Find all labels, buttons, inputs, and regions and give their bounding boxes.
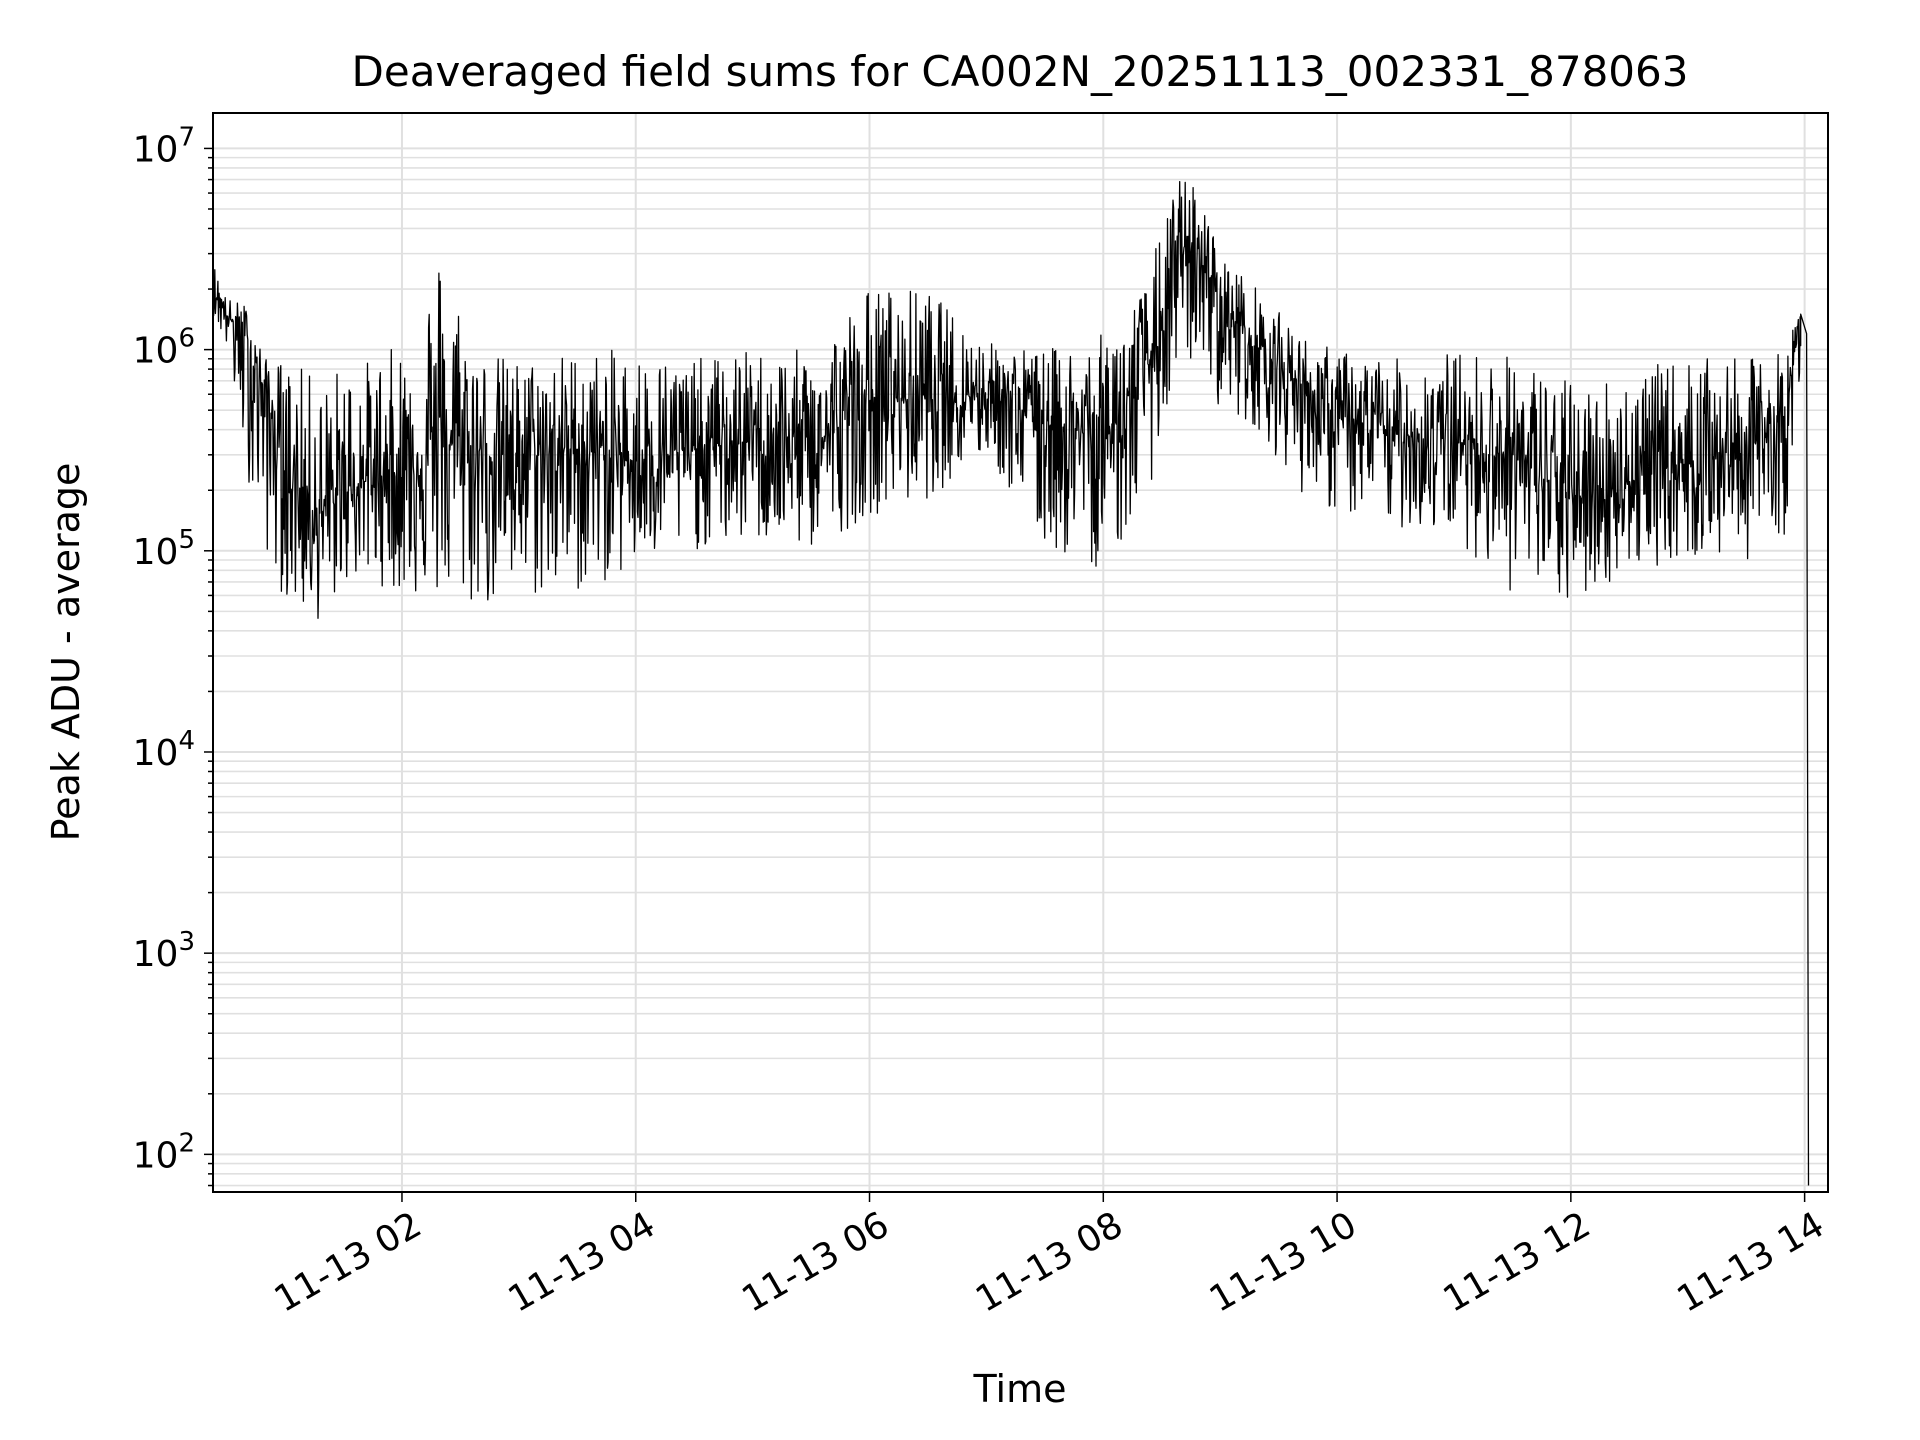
- y-tick-label: 106: [133, 324, 195, 372]
- chart-title: Deaveraged field sums for CA002N_2025111…: [352, 47, 1689, 96]
- y-tick-label: 103: [133, 927, 195, 975]
- y-tick-label: 107: [133, 122, 195, 170]
- x-axis-label: Time: [973, 1367, 1067, 1411]
- grid: [213, 113, 1828, 1192]
- y-tick-label: 105: [133, 525, 195, 573]
- plot-frame: [212, 112, 1829, 1193]
- series-layer: [212, 180, 1810, 1186]
- y-tick-label: 102: [133, 1128, 195, 1176]
- y-tick-label: 104: [133, 726, 195, 774]
- series-line: [212, 180, 1810, 1186]
- y-axis-label: Peak ADU - average: [44, 463, 88, 842]
